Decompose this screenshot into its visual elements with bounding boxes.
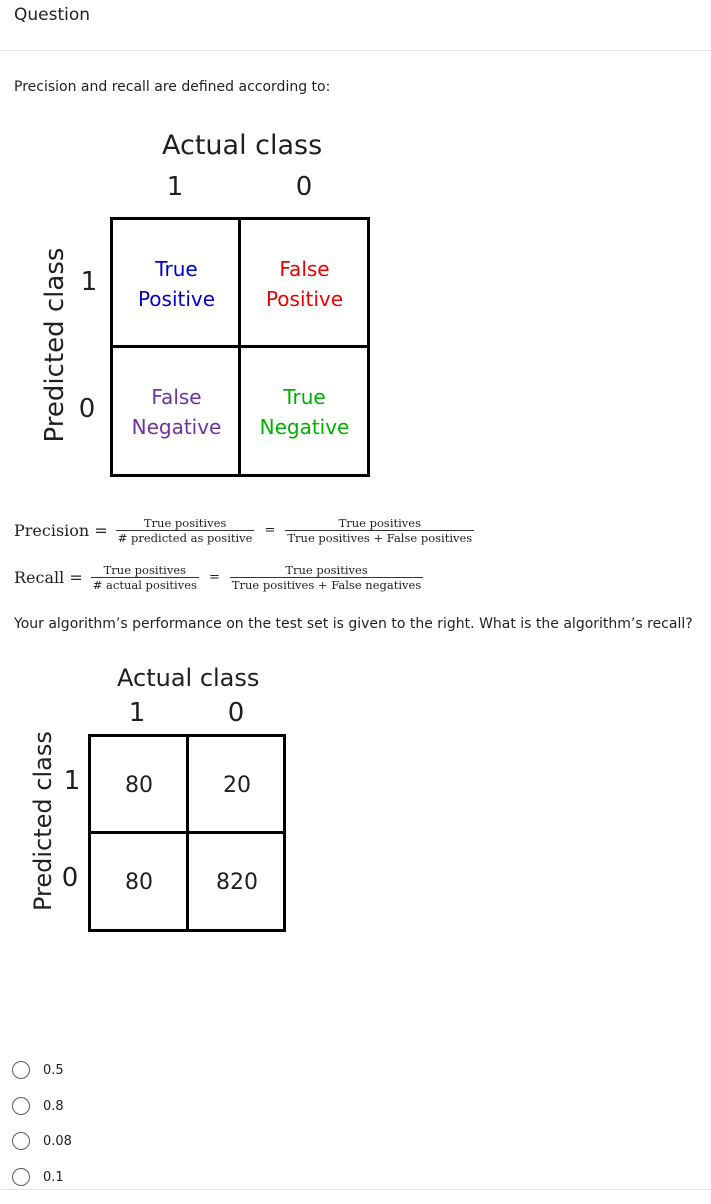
bottom-divider: [0, 1189, 711, 1190]
fraction-denominator: # predicted as positive: [115, 530, 255, 545]
cell-text: Negative: [131, 414, 222, 439]
row-label-0: 0: [78, 394, 96, 424]
row-label-1: 1: [80, 267, 98, 297]
performance-matrix-grid: 80 20 80 820: [88, 734, 286, 932]
fraction-denominator: # actual positives: [90, 577, 199, 592]
false-positive-cell: False Positive: [241, 220, 368, 347]
option-0-5[interactable]: 0.5: [12, 1058, 64, 1082]
option-0-08[interactable]: 0.08: [12, 1129, 72, 1153]
precision-lhs: Precision =: [14, 521, 108, 540]
cell-tn-value: 820: [216, 869, 258, 895]
cell-text: Positive: [137, 286, 216, 311]
false-negative-cell: False Negative: [113, 348, 240, 475]
true-negative-cell: True Negative: [241, 348, 368, 475]
recall-fraction-1: True positives # actual positives: [90, 563, 199, 592]
cell-text: Positive: [265, 286, 344, 311]
precision-formula: Precision = True positives # predicted a…: [14, 516, 478, 545]
performance-matrix-figure: Actual class 1 0 Predicted class 1 0 80 …: [0, 660, 320, 940]
cell-text: False: [279, 256, 330, 281]
fraction-numerator: True positives: [285, 563, 368, 577]
cell-text: True: [155, 256, 198, 281]
col-label-1: 1: [166, 172, 184, 202]
fraction-denominator: True positives + False positives: [285, 530, 475, 545]
question-text: Your algorithm’s performance on the test…: [14, 616, 693, 632]
equals-sign: =: [264, 523, 276, 538]
fraction-numerator: True positives: [338, 516, 421, 530]
radio-button[interactable]: [12, 1168, 30, 1186]
actual-class-title: Actual class: [117, 664, 260, 692]
definition-matrix-figure: Actual class 1 0 Predicted class 1 0 Tru…: [0, 120, 420, 490]
option-0-8[interactable]: 0.8: [12, 1094, 64, 1118]
recall-fraction-2: True positives True positives + False ne…: [229, 563, 424, 592]
cell-fn-value: 80: [125, 869, 153, 895]
definition-matrix-grid: True Positive False Positive False Negat…: [110, 217, 370, 477]
true-positive-cell: True Positive: [113, 220, 240, 347]
cell-text: False: [151, 384, 202, 409]
row-label-0: 0: [61, 863, 79, 893]
precision-fraction-1: True positives # predicted as positive: [115, 516, 255, 545]
recall-lhs: Recall =: [14, 568, 83, 587]
fraction-denominator: True positives + False negatives: [229, 577, 424, 592]
col-label-0: 0: [295, 172, 313, 202]
actual-class-title: Actual class: [162, 130, 323, 161]
predicted-class-title: Predicted class: [40, 247, 70, 443]
radio-button[interactable]: [12, 1097, 30, 1115]
cell-fp-value: 20: [223, 772, 251, 798]
fraction-numerator: True positives: [103, 563, 187, 577]
row-label-1: 1: [63, 766, 81, 796]
option-label[interactable]: 0.1: [43, 1169, 64, 1185]
question-header: Question: [0, 0, 711, 51]
precision-fraction-2: True positives True positives + False po…: [285, 516, 475, 545]
col-label-1: 1: [128, 698, 146, 728]
intro-text: Precision and recall are defined accordi…: [14, 79, 331, 95]
recall-formula: Recall = True positives # actual positiv…: [14, 563, 427, 592]
equals-sign: =: [208, 570, 220, 585]
option-0-1[interactable]: 0.1: [12, 1165, 64, 1189]
radio-button[interactable]: [12, 1061, 30, 1079]
predicted-class-title: Predicted class: [29, 731, 57, 911]
col-label-0: 0: [227, 698, 245, 728]
option-label[interactable]: 0.08: [43, 1133, 72, 1149]
question-header-title: Question: [14, 5, 91, 25]
cell-tp-value: 80: [125, 772, 153, 798]
option-label[interactable]: 0.8: [43, 1098, 64, 1114]
fraction-numerator: True positives: [143, 516, 227, 530]
cell-text: Negative: [259, 414, 350, 439]
cell-text: True: [283, 384, 326, 409]
option-label[interactable]: 0.5: [43, 1062, 64, 1078]
radio-button[interactable]: [12, 1132, 30, 1150]
